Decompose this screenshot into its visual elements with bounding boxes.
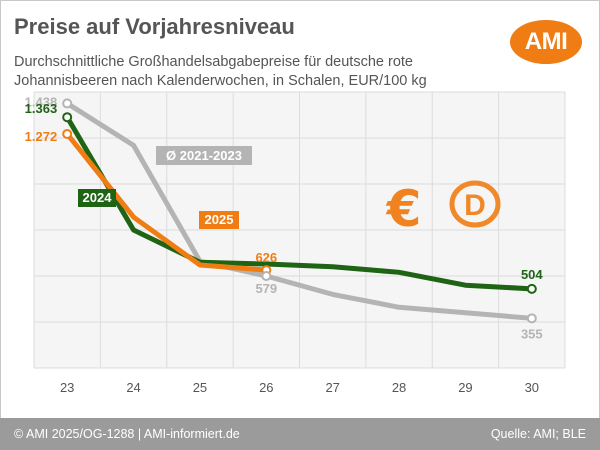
chart-subtitle: Durchschnittliche Großhandelsabgabepreis… [14, 54, 427, 89]
legend-label: 2024 [83, 190, 113, 205]
x-tick-label: 27 [325, 380, 339, 395]
d-coin-icon: D [464, 189, 486, 222]
data-point-marker [62, 128, 73, 139]
x-tick-label: 25 [193, 380, 207, 395]
footer-copyright: © AMI 2025/OG-1288 | AMI-informiert.de [14, 427, 240, 441]
x-tick-label: 29 [458, 380, 472, 395]
x-tick-label: 23 [60, 380, 74, 395]
euro-icon: € [386, 180, 422, 238]
legend-label: Ø 2021-2023 [166, 148, 242, 163]
x-tick-label: 30 [525, 380, 539, 395]
ami-logo: AMI [510, 20, 582, 64]
legend-label-box [199, 211, 239, 229]
data-point-marker [526, 313, 537, 324]
x-tick-label: 26 [259, 380, 273, 395]
data-point-marker [261, 271, 272, 281]
data-label: 1.363 [25, 101, 58, 116]
data-label: 579 [255, 281, 277, 296]
data-label: 1.272 [25, 129, 58, 144]
data-label: 626 [255, 250, 277, 265]
data-label: 355 [521, 326, 543, 341]
data-point-marker [62, 112, 73, 123]
data-label: 504 [521, 267, 543, 282]
footer-source: Quelle: AMI; BLE [490, 427, 586, 441]
x-tick-label: 28 [392, 380, 406, 395]
data-point-marker [526, 283, 537, 294]
d-coin-ring [449, 180, 501, 228]
data-point-marker [62, 98, 73, 109]
series-line-avg-2021-2023 [64, 100, 535, 321]
series-line-2025 [64, 131, 269, 273]
series-line-2024 [64, 114, 535, 292]
footer-bar: © AMI 2025/OG-1288 | AMI-informiert.de Q… [0, 418, 600, 450]
chart-title: Preise auf Vorjahresniveau [14, 14, 295, 39]
data-label: 1.438 [25, 94, 58, 109]
legend-label-box [156, 146, 252, 165]
legend-label-box [78, 189, 116, 207]
legend-label: 2025 [205, 212, 234, 227]
x-tick-label: 24 [126, 380, 140, 395]
